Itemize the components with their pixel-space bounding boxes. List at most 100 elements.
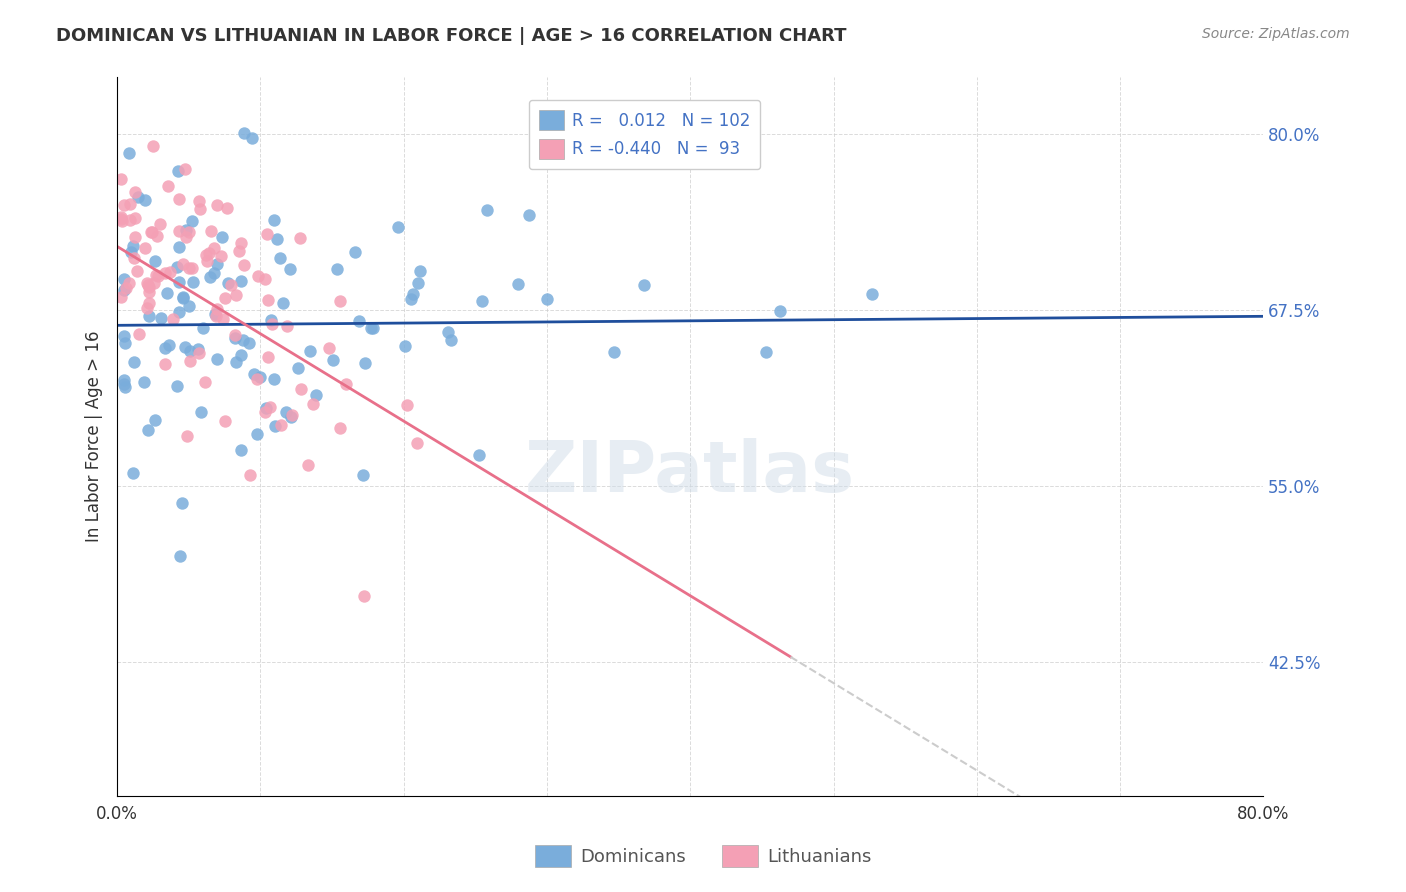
Point <box>394 339 416 353</box>
Point <box>207 351 229 366</box>
Point <box>202 266 225 280</box>
Point <box>229 274 252 288</box>
Point <box>260 317 283 331</box>
Point <box>112 373 135 387</box>
Point <box>343 245 366 260</box>
Point <box>169 549 191 563</box>
Point <box>215 201 238 215</box>
Point <box>270 418 292 433</box>
Point <box>125 264 148 278</box>
Point <box>437 325 460 339</box>
Point <box>153 266 176 280</box>
Point <box>167 224 190 238</box>
Point <box>124 211 146 226</box>
Point <box>122 355 145 369</box>
Point <box>229 348 252 362</box>
Point <box>143 276 166 290</box>
Point <box>207 198 229 212</box>
Point <box>233 258 256 272</box>
Point <box>225 287 247 301</box>
Point <box>301 397 323 411</box>
Point <box>191 321 214 335</box>
Point <box>110 172 132 186</box>
Point <box>143 254 166 268</box>
Point <box>190 405 212 419</box>
Point <box>326 261 349 276</box>
Point <box>112 329 135 343</box>
Point <box>214 414 236 428</box>
Point <box>187 346 209 360</box>
Point <box>200 224 222 238</box>
Point <box>247 268 270 283</box>
Point <box>118 197 141 211</box>
Point <box>240 131 263 145</box>
Point <box>387 220 409 235</box>
Point <box>127 190 149 204</box>
Point <box>266 232 288 246</box>
Point <box>406 435 429 450</box>
Text: ZIPatlas: ZIPatlas <box>526 438 855 507</box>
Point <box>238 335 260 350</box>
Point <box>177 260 200 275</box>
Point <box>188 202 211 216</box>
Point <box>271 296 294 310</box>
Point <box>256 227 278 242</box>
Point <box>177 299 200 313</box>
Point <box>401 292 423 306</box>
Point <box>112 198 135 212</box>
Point <box>205 257 228 271</box>
Point <box>117 276 139 290</box>
Point <box>202 241 225 255</box>
Point <box>166 164 188 178</box>
Point <box>318 342 340 356</box>
Point <box>136 301 159 315</box>
Point <box>477 203 499 218</box>
Point <box>110 290 132 304</box>
Point <box>290 383 312 397</box>
Point <box>138 309 160 323</box>
Point <box>204 307 226 321</box>
Point <box>197 246 219 260</box>
Point <box>118 213 141 227</box>
Point <box>187 194 209 209</box>
Point <box>329 294 352 309</box>
Y-axis label: In Labor Force | Age > 16: In Labor Force | Age > 16 <box>86 331 103 542</box>
Point <box>174 223 197 237</box>
Point <box>211 229 233 244</box>
Point <box>257 293 280 308</box>
Point <box>149 311 172 326</box>
Point <box>233 127 256 141</box>
Point <box>122 466 145 480</box>
Point <box>176 429 198 443</box>
Point <box>112 376 135 391</box>
Point <box>115 280 138 294</box>
Point <box>174 340 197 354</box>
Point <box>281 408 304 422</box>
Point <box>180 214 202 228</box>
Point <box>138 280 160 294</box>
Point <box>259 400 281 414</box>
Point <box>110 212 132 227</box>
Point <box>506 277 529 291</box>
Point <box>263 213 285 227</box>
Point <box>159 338 181 352</box>
Point <box>167 305 190 319</box>
Point <box>134 193 156 207</box>
Point <box>254 272 277 286</box>
Point <box>276 404 298 418</box>
Point <box>249 369 271 384</box>
Point <box>217 276 239 290</box>
Point <box>298 343 321 358</box>
Point <box>225 355 247 369</box>
Point <box>141 225 163 239</box>
Point <box>194 375 217 389</box>
Point <box>409 264 432 278</box>
Point <box>142 139 165 153</box>
Point <box>134 241 156 255</box>
Point <box>517 208 540 222</box>
Point <box>259 312 281 326</box>
Point <box>769 304 792 318</box>
Point <box>239 467 262 482</box>
Point <box>633 277 655 292</box>
Point <box>269 252 291 266</box>
